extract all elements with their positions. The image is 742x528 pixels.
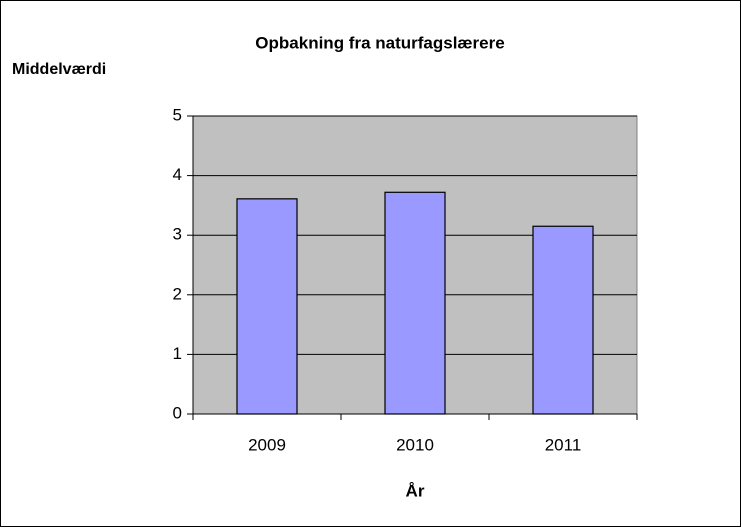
bar <box>236 198 298 415</box>
y-tick-label: 4 <box>173 165 182 184</box>
x-axis-label: År <box>406 481 425 500</box>
y-tick-label: 0 <box>173 403 182 422</box>
x-tick-label: 2011 <box>545 435 582 454</box>
y-axis-label: Middelværdi <box>12 61 106 78</box>
x-tick-label: 2010 <box>396 435 434 454</box>
chart-title: Opbakning fra naturfagslærere <box>255 33 504 52</box>
x-tick-label: 2009 <box>248 435 286 454</box>
y-tick-label: 1 <box>173 344 182 363</box>
y-tick-label: 2 <box>173 284 182 303</box>
bar <box>384 191 446 415</box>
y-tick-label: 5 <box>173 105 182 124</box>
bar <box>532 225 594 415</box>
y-tick-label: 3 <box>173 225 182 244</box>
